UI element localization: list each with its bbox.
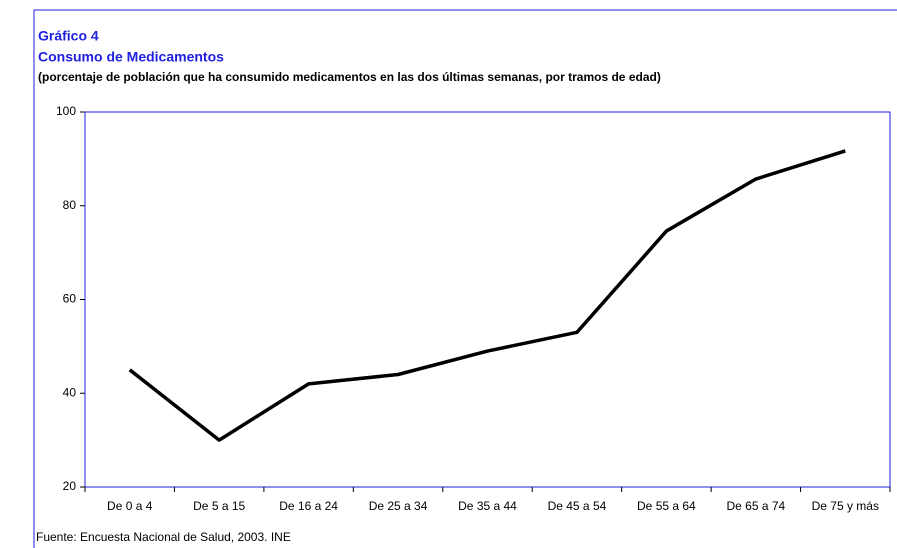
x-tick-label: De 75 y más [812, 499, 879, 513]
x-tick-label: De 45 a 54 [548, 499, 607, 513]
y-tick-label: 20 [63, 479, 77, 493]
x-tick-label: De 55 a 64 [637, 499, 696, 513]
x-tick-label: De 5 a 15 [193, 499, 245, 513]
x-tick-label: De 25 a 34 [369, 499, 428, 513]
x-tick-label: De 16 a 24 [279, 499, 338, 513]
chart-description: (porcentaje de población que ha consumid… [38, 70, 661, 84]
x-tick-label: De 35 a 44 [458, 499, 517, 513]
y-tick-label: 40 [63, 385, 77, 399]
chart-title: Gráfico 4 [38, 28, 99, 44]
y-tick-label: 80 [63, 198, 77, 212]
data-line [128, 149, 846, 442]
x-tick-label: De 65 a 74 [726, 499, 785, 513]
chart-subtitle: Consumo de Medicamentos [38, 49, 224, 65]
frame [33, 9, 897, 548]
y-tick-label: 100 [56, 104, 76, 118]
x-tick-label: De 0 a 4 [107, 499, 153, 513]
source-note: Fuente: Encuesta Nacional de Salud, 2003… [36, 530, 291, 544]
y-tick-label: 60 [63, 292, 77, 306]
